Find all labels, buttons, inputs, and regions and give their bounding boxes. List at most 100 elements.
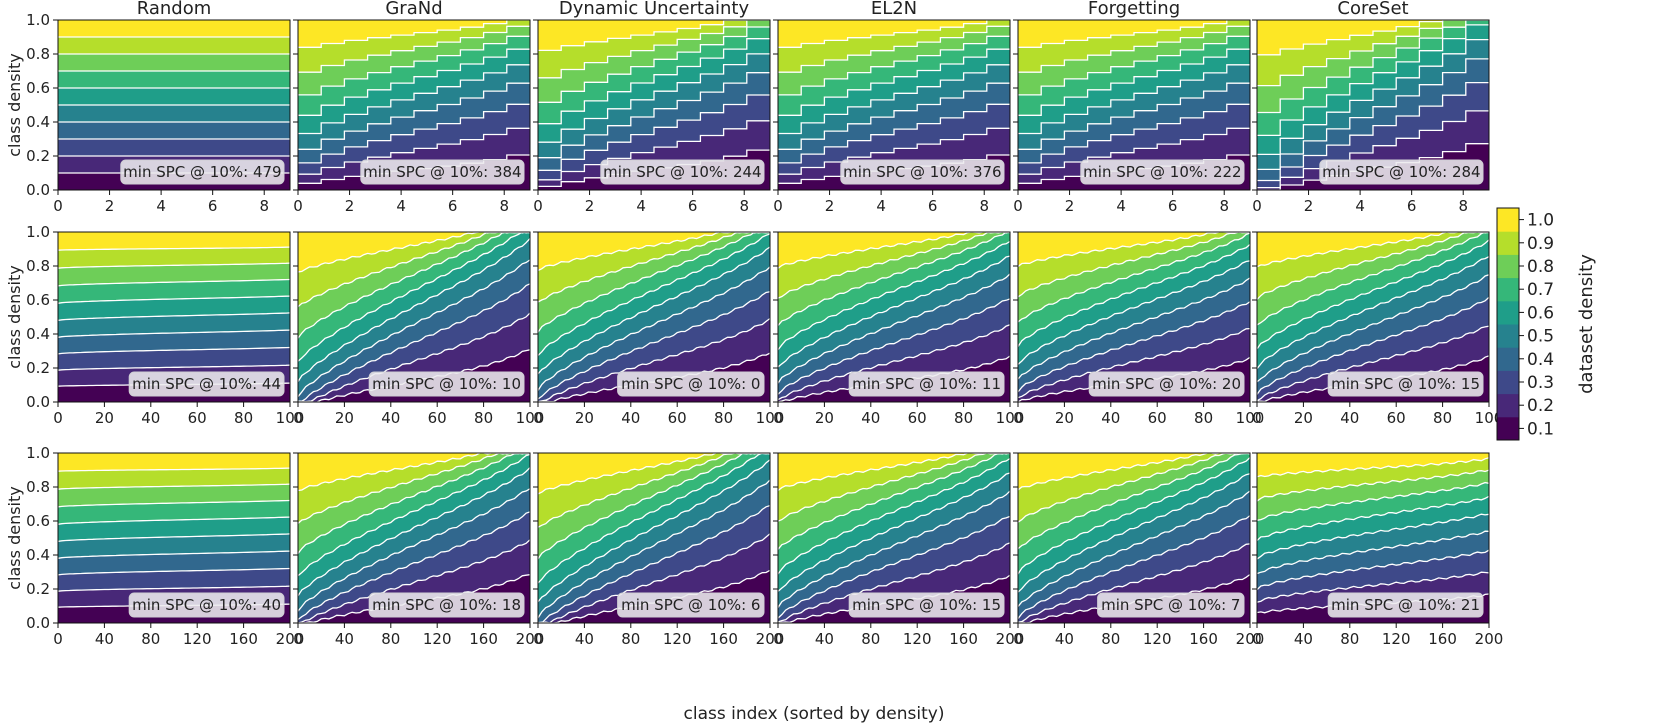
contour-line-6 [298,453,530,577]
y-tick-label: 0.2 [26,359,50,377]
contour-line-6 [1018,243,1250,347]
x-tick-label: 100 [276,409,305,427]
x-tick-label: 4 [156,197,166,215]
annotation-box [848,371,1005,397]
x-tick-label: 120 [1382,630,1411,648]
x-tick-label: 4 [636,197,646,215]
contour-line-4 [1018,277,1250,380]
contour-line-4 [538,479,770,619]
contour-line-2 [1018,327,1250,399]
colorbar-swatch [1497,393,1519,418]
contour-line-9 [1018,453,1250,491]
contour-line-5 [778,472,1010,592]
colorbar-tick-label: 0.4 [1527,350,1554,370]
x-tick-label: 120 [423,630,452,648]
annotation-min-spc: min SPC @ 10%: 11 [852,375,1001,393]
contour-line-8 [298,453,530,524]
contour-line-3 [58,346,290,355]
x-tick-label: 120 [903,630,932,648]
x-tick-label: 20 [815,409,834,427]
contour-line-5 [58,533,290,543]
x-tick-label: 100 [1236,409,1265,427]
x-tick-label: 200 [1475,630,1504,648]
contour-line-5 [1018,260,1250,365]
contour-line-5 [538,53,770,143]
annotation-min-spc: min SPC @ 10%: 284 [1322,163,1480,181]
contour-line-7 [778,453,1010,550]
annotation-box [360,159,525,185]
y-tick-label: 0.0 [26,614,50,632]
x-tick-label: 160 [949,630,978,648]
contour-line-6 [1018,48,1250,116]
y-axis-label-row-3: class density [5,486,24,589]
contour-line-9 [1257,457,1489,478]
x-tick-label: 4 [1116,197,1126,215]
contour-line-8 [538,453,770,528]
x-tick-label: 40 [621,409,640,427]
contour-line-8 [538,20,770,79]
annotation-box [1319,159,1484,185]
y-axis-label-row-1: class density [5,53,24,156]
density-band-4 [58,121,290,140]
density-band-5 [58,104,290,123]
colorbar: 0.1 0.2 0.3 0.4 0.5 0.6 0.7 0.8 0.9 1.0 dataset de… [1496,207,1597,441]
x-tick-label: 0 [533,197,543,215]
contour-line-6 [58,516,290,525]
y-tick-label: 0.4 [26,113,50,131]
y-tick-label: 1.0 [26,11,50,29]
colorbar-swatch [1497,416,1519,441]
x-tick-label: 60 [668,409,687,427]
annotation-box [1088,371,1245,397]
x-tick-label: 2 [1065,197,1075,215]
contour-line-7 [1018,35,1250,96]
panel-r3-el2n: 0 40 80 120 160 200 min SPC @ 10%: 15 [773,452,1024,648]
colorbar-swatch [1497,231,1519,255]
x-tick-label: 40 [141,409,160,427]
contour-line-3 [1257,81,1489,182]
contour-line-3 [538,94,770,171]
x-tick-label: 4 [876,197,886,215]
panel-frame [537,452,771,624]
x-tick-label: 40 [1101,409,1120,427]
contour-line-5 [538,246,770,375]
x-tick-label: 200 [1236,630,1265,648]
contour-line-2 [538,533,770,623]
x-tick-label: 40 [95,630,114,648]
annotation-min-spc: min SPC @ 10%: 479 [123,163,281,181]
colorbar-tick-label: 0.5 [1527,327,1554,347]
panel-r3-random: 0 40 80 120 160 200 0.0 0.2 0.4 0.6 0.8 1.0 min SPC … [26,444,304,648]
annotation-box [128,371,285,397]
panel-r1-grand: 0 2 4 6 8 min SPC @ 10%: 384 [293,19,531,215]
contour-line-5 [298,64,530,135]
contour-line-3 [298,511,530,621]
x-tick-label: 0 [293,197,303,215]
panel-r1-coreset: 0 2 4 6 8 min SPC @ 10%: 284 [1252,19,1490,215]
y-axis-labels: class density class density class density [5,53,24,589]
x-tick-label: 40 [1055,630,1074,648]
contour-line-9 [298,20,530,48]
x-tick-label: 200 [516,630,545,648]
colorbar-swatch [1497,300,1519,325]
annotation-box [617,371,765,397]
contour-line-7 [778,35,1010,96]
x-tick-label: 6 [1168,197,1178,215]
contour-line-2 [1018,543,1250,623]
panel-frame [297,19,531,191]
annotation-min-spc: min SPC @ 10%: 6 [621,596,760,614]
annotation-box [617,592,765,618]
contour-line-2 [778,542,1010,623]
annotation-box [1327,371,1484,397]
x-tick-label: 120 [1143,630,1172,648]
contour-line-2 [298,127,530,175]
annotation-box [368,592,525,618]
contour-line-4 [778,490,1010,608]
contour-line-2 [778,324,1010,401]
x-tick-label: 6 [928,197,938,215]
contour-line-7 [538,453,770,560]
y-tick-label: 0.0 [26,181,50,199]
contour-line-3 [778,515,1010,619]
panel-frame [777,19,1011,191]
contour-line-4 [538,72,770,159]
contour-line-7 [1018,232,1250,323]
